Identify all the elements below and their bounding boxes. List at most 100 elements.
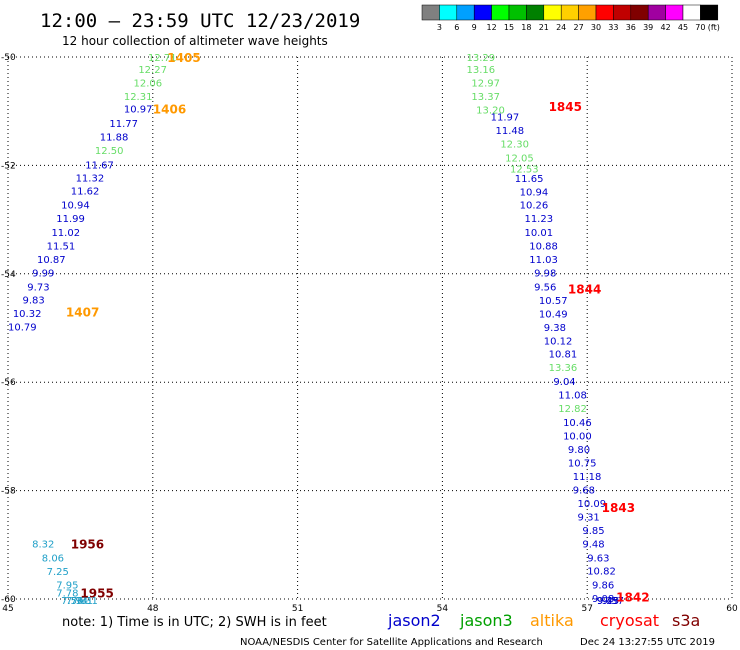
wave-height-value: 10.00: [563, 431, 592, 442]
color-scale-unit: (ft): [708, 23, 720, 32]
color-swatch: [439, 4, 458, 21]
wave-height-value: 11.32: [76, 173, 105, 184]
plot-grid: [7, 56, 733, 600]
wave-height-value: 11.65: [515, 174, 544, 185]
footer-timestamp: Dec 24 13:27:55 UTC 2019: [580, 637, 715, 648]
color-swatch: [560, 4, 579, 21]
wave-height-value: 12.31: [124, 92, 153, 103]
y-tick-label: -52: [1, 161, 16, 171]
color-scale-legend: 3 6 9 12 15 18 21 24 27 30 33 36 39 42 45 70 (ft): [421, 4, 720, 32]
wave-height-value: 12.82: [558, 404, 587, 415]
wave-height-value: 13.37: [471, 92, 500, 103]
wave-height-value: 10.94: [520, 187, 549, 198]
color-swatch: [647, 4, 666, 21]
wave-height-values: 10.97 11.77 11.88 11.67 11.32 11.62 10.94 11.99…: [8, 53, 624, 607]
wave-height-value: 11.77: [109, 119, 138, 130]
color-swatch: [682, 4, 701, 21]
wave-height-value: 12.71: [148, 53, 177, 64]
wave-height-value: 9.31: [578, 513, 600, 524]
wave-height-value: 13.16: [467, 65, 496, 76]
x-tick-label: 57: [581, 604, 592, 614]
wave-height-value: 10.82: [587, 566, 616, 577]
wave-height-value: 10.46: [563, 418, 592, 429]
wave-height-value: 9.45: [597, 596, 619, 607]
wave-height-value: 11.99: [56, 214, 85, 225]
wave-height-value: 7.94: [66, 596, 88, 607]
wave-height-value: 11.88: [100, 133, 129, 144]
footer-credit: NOAA/NESDIS Center for Satellite Applica…: [240, 637, 543, 648]
wave-height-value: 9.83: [22, 295, 44, 306]
wave-height-value: 9.68: [573, 486, 595, 497]
color-scale-label: 18: [521, 23, 531, 32]
wave-height-value: 11.62: [71, 186, 100, 197]
wave-height-value: 9.38: [544, 323, 566, 334]
color-scale-label: 42: [661, 23, 671, 32]
satellite-legend: jason2 jason3 altika cryosat s3a: [387, 611, 700, 630]
wave-height-value: 10.87: [37, 255, 66, 266]
wave-height-value: 9.48: [582, 540, 604, 551]
color-swatch: [508, 4, 527, 21]
wave-height-value: 9.04: [553, 377, 575, 388]
wave-height-value: 10.12: [544, 336, 573, 347]
wave-height-value: 7.56: [61, 596, 83, 607]
wave-height-value: 7.78: [56, 588, 78, 599]
pass-time-label: 1406: [153, 102, 186, 116]
wave-height-value: 9.99: [32, 269, 54, 280]
satellite-legend-cryosat: cryosat: [600, 611, 659, 630]
pass-time-label: 1843: [602, 501, 635, 515]
pass-time-label: 1956: [71, 538, 104, 552]
pass-time-label: 1844: [568, 282, 601, 296]
y-tick-label: -50: [1, 53, 16, 63]
wave-height-value: 10.88: [529, 242, 558, 253]
color-swatch: [491, 4, 510, 21]
wave-height-value: 11.97: [491, 113, 520, 124]
wave-height-value: 9.57: [602, 596, 624, 607]
chart-title: 12:00 — 23:59 UTC 12/23/2019: [40, 10, 360, 32]
color-swatch: [578, 4, 597, 21]
wave-height-value: 12.27: [138, 65, 167, 76]
wave-height-value: 10.97: [124, 104, 153, 115]
pass-time-label: 1845: [549, 100, 582, 114]
color-swatch: [421, 4, 440, 21]
color-scale-label: 24: [556, 23, 566, 32]
y-tick-label: -54: [1, 270, 16, 280]
pass-time-label: 1405: [167, 51, 200, 65]
color-scale-label: 33: [608, 23, 618, 32]
wave-height-value: 11.51: [47, 242, 76, 253]
wave-height-value: 9.86: [592, 580, 614, 591]
color-swatch: [595, 4, 614, 21]
wave-height-value: 10.26: [520, 200, 549, 211]
wave-height-value: 10.49: [539, 309, 568, 320]
wave-height-value: 12.05: [505, 153, 534, 164]
satellite-legend-s3a: s3a: [672, 611, 700, 630]
wave-height-value: 8.06: [42, 553, 64, 564]
color-scale-label: 21: [539, 23, 549, 32]
wave-height-value: 11.08: [558, 391, 587, 402]
x-tick-label: 45: [2, 604, 13, 614]
wave-height-value: 10.81: [549, 349, 578, 360]
axis-ticks: 45 48 51 54 57 60 -50 -52 -54 -56 -58 -60: [1, 53, 738, 614]
y-tick-label: -58: [1, 487, 16, 497]
pass-time-label: 1842: [616, 590, 649, 604]
color-scale-label: 12: [487, 23, 497, 32]
wave-height-value: 11.67: [85, 160, 114, 171]
wave-height-value: 10.57: [539, 296, 568, 307]
pass-time-labels: 1405 1406 1407 1845 1844 1843 1842 1956 1955: [66, 51, 650, 604]
satellite-legend-jason3: jason3: [459, 611, 513, 630]
wave-height-value: 9.85: [582, 526, 604, 537]
color-scale-label: 9: [472, 23, 477, 32]
x-tick-label: 54: [437, 604, 449, 614]
wave-height-value: 13.29: [467, 53, 496, 64]
color-swatch: [543, 4, 562, 21]
color-scale-label: 30: [591, 23, 601, 32]
color-swatch: [526, 4, 545, 21]
color-scale-label: 27: [574, 23, 584, 32]
color-scale-label: 15: [504, 23, 514, 32]
wave-height-value: 7.25: [47, 567, 69, 578]
color-swatch: [613, 4, 632, 21]
wave-height-value: 10.94: [61, 200, 90, 211]
wave-height-value: 11.23: [524, 214, 553, 225]
x-tick-label: 60: [726, 604, 738, 614]
y-tick-label: -56: [1, 378, 16, 388]
